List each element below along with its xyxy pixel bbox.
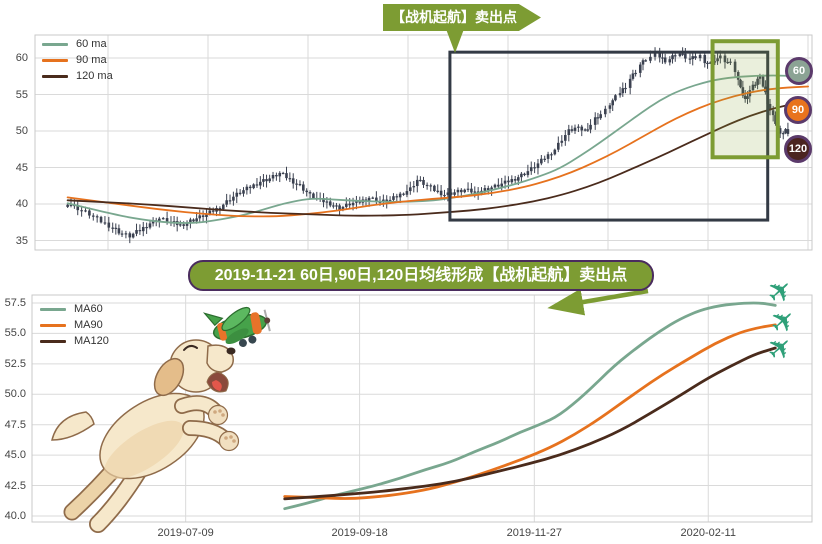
MA90-line <box>283 323 777 500</box>
legend-swatch <box>42 58 68 62</box>
legend-label: MA60 <box>74 303 103 315</box>
y-tick-label: 50.0 <box>4 388 26 401</box>
y-tick-label: 45.0 <box>4 449 26 462</box>
y-tick-label: 45 <box>15 161 28 174</box>
top-chart-legend: 60 ma 90 ma 120 ma <box>42 37 113 83</box>
ma-badge: 60 <box>785 57 813 85</box>
callout-arrows <box>443 21 649 316</box>
60ma-line <box>66 74 809 224</box>
legend-swatch <box>42 74 68 78</box>
ma-badge: 90 <box>784 96 812 124</box>
y-tick-label: 35 <box>15 234 28 247</box>
legend-swatch <box>42 42 68 46</box>
legend-item: MA60 <box>40 302 109 316</box>
legend-item: MA90 <box>40 318 109 332</box>
highlight-box <box>710 39 780 160</box>
MA60-line <box>283 301 777 511</box>
legend-label: 120 ma <box>76 70 113 82</box>
x-tick-label: 2019-11-27 <box>506 527 563 539</box>
y-tick-label: 57.5 <box>4 297 26 309</box>
dog-illustration <box>51 339 240 533</box>
MA120-line <box>283 346 777 501</box>
120ma-line <box>66 100 809 217</box>
y-tick-label: 55 <box>15 88 28 101</box>
y-tick-label: 42.5 <box>4 479 26 492</box>
y-tick-label: 52.5 <box>4 357 26 370</box>
90ma-line <box>66 85 809 218</box>
bottom-callout-banner: 2019-11-21 60日,90日,120日均线形成【战机起航】卖出点 <box>188 260 654 291</box>
top-callout-banner: 【战机起航】卖出点 <box>383 4 541 31</box>
bottom-callout-arrow <box>547 288 649 316</box>
top-chart <box>34 34 813 251</box>
y-tick-label: 60 <box>15 52 28 64</box>
y-tick-label: 50 <box>15 125 28 137</box>
legend-swatch <box>40 307 66 311</box>
y-tick-label: 40.0 <box>4 509 26 522</box>
y-tick-label: 40 <box>15 198 28 210</box>
toy-airplane-illustration <box>202 306 271 348</box>
legend-label: 60 ma <box>76 38 107 50</box>
y-tick-label: 55.0 <box>4 327 26 340</box>
bottom-chart-legend: MA60 MA90 MA120 <box>40 302 109 348</box>
x-tick-label: 2019-07-09 <box>157 527 214 539</box>
legend-item: 90 ma <box>42 53 113 67</box>
legend-swatch <box>40 339 66 343</box>
x-tick-label: 2019-09-18 <box>331 527 388 539</box>
bottom-chart: ✈✈✈ <box>31 271 813 523</box>
legend-label: 90 ma <box>76 54 107 66</box>
legend-item: 60 ma <box>42 37 113 51</box>
legend-swatch <box>40 323 66 327</box>
legend-item: 120 ma <box>42 69 113 83</box>
legend-label: MA120 <box>74 335 109 347</box>
ma-badge: 120 <box>784 135 812 163</box>
sell-zone-box <box>448 50 770 222</box>
x-tick-label: 2020-02-11 <box>680 527 736 539</box>
y-tick-label: 47.5 <box>4 418 26 431</box>
legend-label: MA90 <box>74 319 103 331</box>
legend-item: MA120 <box>40 334 109 348</box>
